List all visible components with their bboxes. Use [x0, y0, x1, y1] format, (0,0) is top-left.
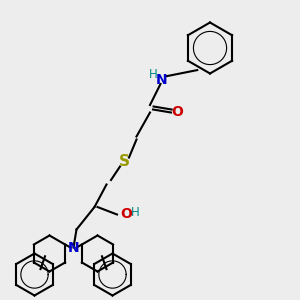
Text: N: N	[68, 241, 79, 254]
Text: O: O	[120, 208, 132, 221]
Text: N: N	[156, 73, 168, 86]
Text: S: S	[119, 154, 130, 169]
Text: O: O	[171, 106, 183, 119]
Text: H: H	[148, 68, 158, 82]
Text: H: H	[130, 206, 140, 220]
